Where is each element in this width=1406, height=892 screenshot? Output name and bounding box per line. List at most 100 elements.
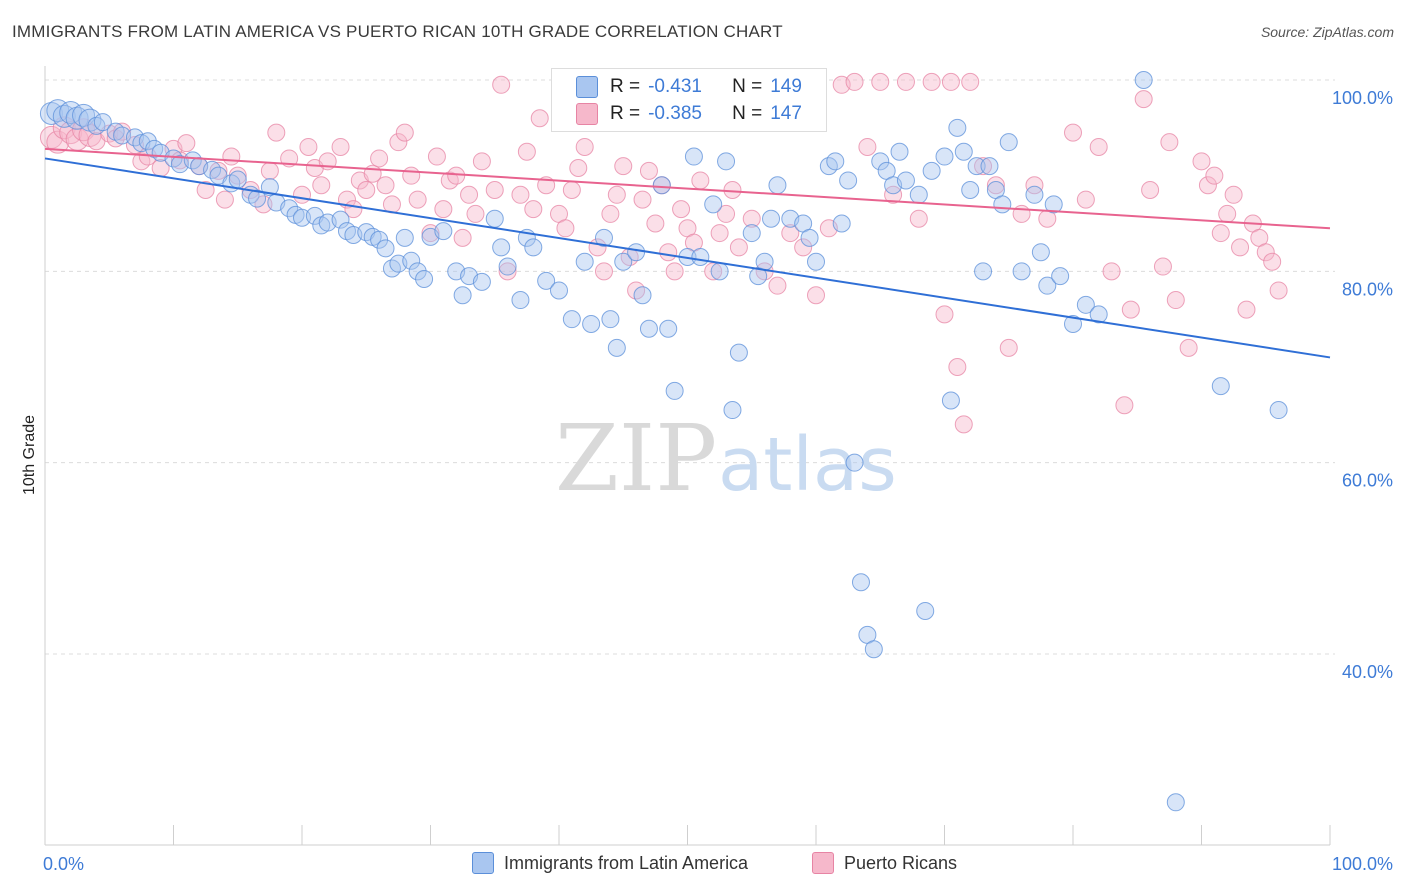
point-puerto-ricans [961,72,980,91]
point-immigrants [710,262,729,281]
point-puerto-ricans [280,149,299,168]
point-puerto-ricans [177,134,196,153]
point-immigrants [800,228,819,247]
point-immigrants [1134,71,1153,89]
point-immigrants [832,214,851,233]
point-puerto-ricans [1115,396,1134,415]
point-immigrants [909,185,928,204]
point-puerto-ricans [986,176,1005,195]
point-puerto-ricans [1153,257,1172,276]
point-immigrants [492,238,511,257]
point-puerto-ricans [530,109,549,128]
point-immigrants [1051,267,1070,286]
point-puerto-ricans [665,262,684,281]
point-puerto-ricans [672,200,691,219]
point-puerto-ricans [1089,137,1108,156]
legend-n-value-pink: 147 [770,103,802,124]
point-immigrants [52,104,76,128]
point-immigrants [376,239,395,258]
point-immigrants [1089,305,1108,324]
series-swatch-pink [812,852,834,874]
point-puerto-ricans [974,157,993,176]
point-immigrants [993,195,1012,214]
point-immigrants [851,573,870,592]
point-puerto-ricans [485,181,504,200]
legend-row-pink: R = -0.385 N = 147 [576,100,802,128]
point-immigrants [826,152,845,171]
point-immigrants [408,262,427,281]
y-tick-label: 40.0% [1342,662,1393,682]
point-puerto-ricans [594,262,613,281]
point-immigrants [723,401,742,420]
point-puerto-ricans [607,185,626,204]
point-puerto-ricans [1102,262,1121,281]
point-immigrants [138,132,157,151]
point-puerto-ricans [395,123,414,142]
gridlines [45,79,1335,655]
point-immigrants [537,271,556,290]
trend-lines [44,147,1331,359]
legend-r-label: R = [610,76,641,97]
point-immigrants [755,252,774,271]
point-puerto-ricans [1025,176,1044,195]
point-puerto-ricans [794,238,813,257]
point-immigrants [1211,377,1230,396]
point-immigrants [961,181,980,200]
source-label: Source: ZipAtlas.com [1260,24,1394,40]
point-immigrants [762,209,781,228]
point-puerto-ricans [807,286,825,305]
series-legend-item-blue[interactable]: Immigrants from Latin America [472,852,748,874]
point-puerto-ricans [357,181,376,200]
legend-r-value-pink: -0.385 [648,103,702,124]
point-puerto-ricans [1121,300,1140,319]
point-immigrants [1012,262,1031,281]
point-immigrants [260,178,279,197]
point-immigrants [524,238,543,257]
point-immigrants [691,247,710,266]
point-puerto-ricans [460,185,479,204]
point-immigrants [948,118,967,137]
point-puerto-ricans [999,338,1018,357]
point-immigrants [935,147,954,166]
point-immigrants [864,640,883,659]
point-puerto-ricans [1269,281,1288,300]
legend-r-label: R = [610,103,641,124]
legend-r-value-blue: -0.431 [648,76,702,97]
watermark-zip: ZIP [555,405,717,512]
point-immigrants [916,601,935,620]
y-tick-label: 100.0% [1332,88,1393,108]
point-puerto-ricans [1160,133,1179,152]
point-immigrants [601,310,620,329]
point-puerto-ricans [1064,123,1082,142]
point-immigrants [1269,401,1288,420]
point-puerto-ricans [1166,291,1185,310]
point-puerto-ricans [639,161,658,180]
point-puerto-ricans [1256,243,1275,262]
point-puerto-ricans [472,152,491,171]
point-puerto-ricans [215,190,234,209]
point-immigrants [562,310,581,329]
legend-swatch-pink [576,103,598,125]
point-immigrants [639,319,658,338]
point-immigrants [607,338,626,357]
point-puerto-ricans [447,166,466,185]
point-puerto-ricans [427,147,446,166]
point-immigrants [331,210,350,229]
trend-line-puerto-ricans [44,147,1331,230]
point-immigrants [402,251,421,270]
point-immigrants [575,252,594,271]
point-puerto-ricans [729,238,748,257]
point-puerto-ricans [1231,238,1250,257]
point-immigrants [922,161,941,180]
point-puerto-ricans [896,72,915,91]
point-puerto-ricans [954,415,973,434]
series-legend-item-pink[interactable]: Puerto Ricans [812,852,957,874]
point-puerto-ricans [1205,166,1224,185]
point-puerto-ricans [710,224,729,243]
point-puerto-ricans [717,204,736,223]
point-puerto-ricans [781,224,800,243]
point-immigrants [974,262,993,281]
point-immigrants [511,291,530,310]
point-immigrants [890,142,909,161]
point-puerto-ricans [909,209,928,228]
